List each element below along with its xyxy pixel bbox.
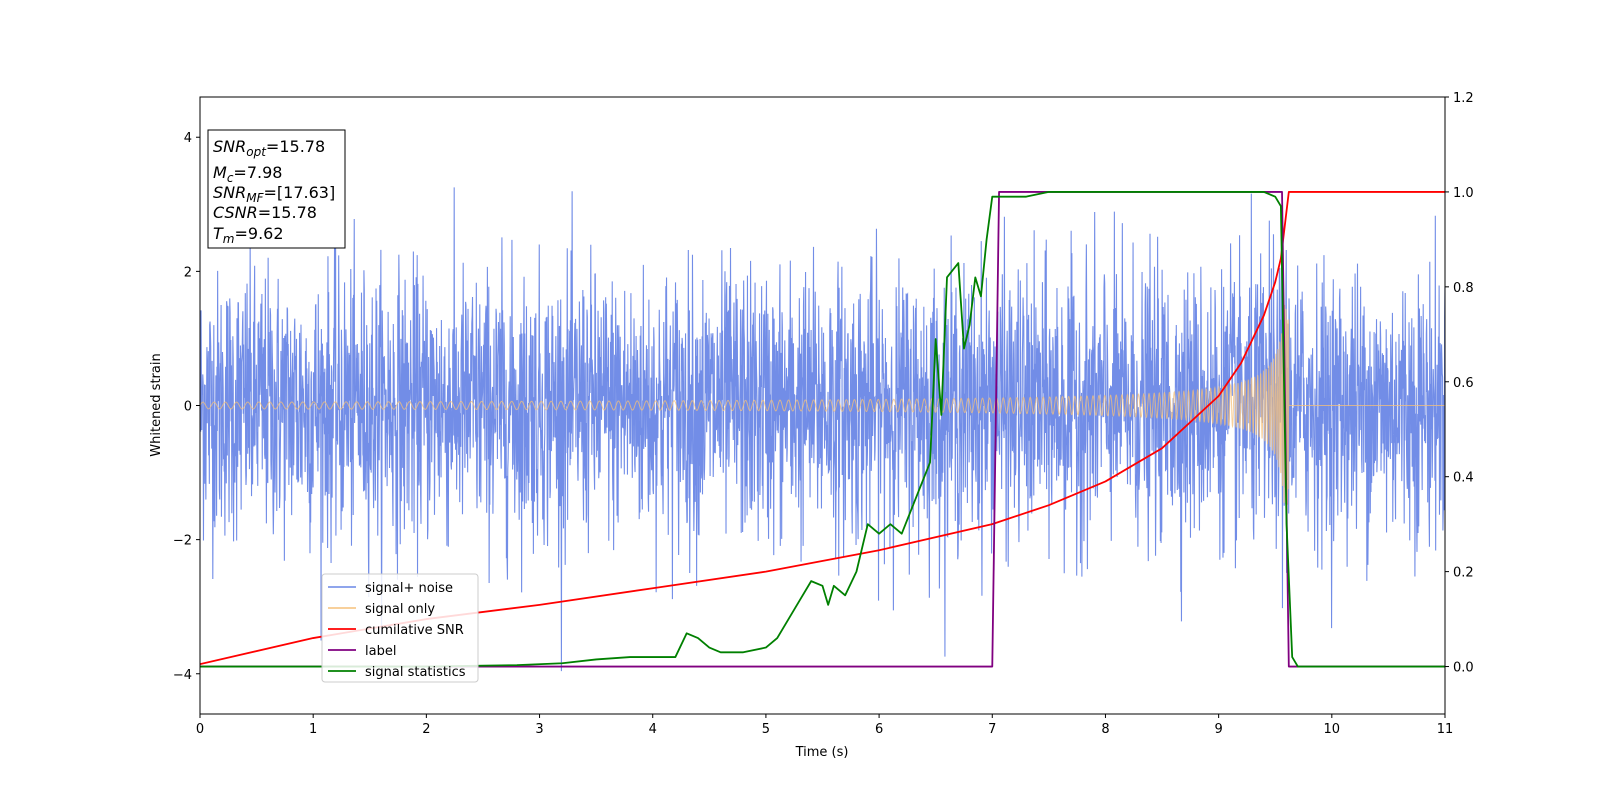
info-box: SNRopt=15.78 Mc=7.98 SNRMF=[17.63] CSNR=… [207,129,346,249]
legend-item-signal-noise: signal+ noise [328,581,453,596]
y-axis-label: Whitened strain [149,353,164,456]
x-tick-label: 4 [649,722,657,737]
info-snr-opt: SNRopt=15.78 [213,137,325,159]
x-tick-label: 10 [1324,722,1341,737]
info-mc: Mc=7.98 [213,163,282,185]
legend-frame [321,573,479,683]
legend-item-cumulative-snr: cumilative SNR [328,623,464,638]
x-axis-label: Time (s) [795,745,849,760]
y-tick-label-right: 0.4 [1453,471,1474,486]
x-tick-label: 7 [988,722,996,737]
y-axis-left: −4 −2 0 2 4 [173,131,200,683]
y-tick-label-right: 0.2 [1453,566,1474,581]
legend: signal+ noise signal only cumilative SNR la… [321,573,479,683]
y-tick-label-right: 0.8 [1453,281,1474,296]
series-cumulative-snr [200,191,1445,666]
legend-label: cumilative SNR [365,623,464,638]
y-tick-label-left: −4 [173,668,192,683]
y-tick-label-right: 1.0 [1453,186,1474,201]
legend-item-label: label [328,644,396,659]
x-axis: 0 1 2 3 4 5 6 7 8 9 10 11 [196,714,1453,737]
series-signal-noise [200,187,1445,672]
series-signal-only [200,304,1445,505]
y-tick-label-right: 0.0 [1453,661,1474,676]
legend-label: signal statistics [365,665,466,680]
y-tick-label-left: −2 [173,534,192,549]
x-tick-label: 6 [875,722,883,737]
x-tick-label: 0 [196,722,204,737]
info-csnr: CSNR=15.78 [213,203,317,222]
legend-label: label [365,644,396,659]
y-tick-label-left: 0 [184,400,192,415]
x-tick-label: 8 [1101,722,1109,737]
info-box-frame [207,129,346,249]
legend-label: signal+ noise [365,581,453,596]
info-tm: Tm=9.62 [213,224,284,246]
series-layer [200,187,1445,672]
x-tick-label: 3 [535,722,543,737]
x-tick-label: 11 [1437,722,1454,737]
y-tick-label-left: 4 [184,131,192,146]
y-tick-label-right: 1.2 [1453,91,1474,106]
y-tick-label-right: 0.6 [1453,376,1474,391]
x-tick-label: 5 [762,722,770,737]
y-tick-label-left: 2 [184,265,192,280]
legend-item-signal-statistics: signal statistics [328,665,466,680]
legend-label: signal only [365,602,435,617]
y-axis-right: 0.0 0.2 0.4 0.6 0.8 1.0 1.2 [1445,91,1474,676]
info-snr-mf: SNRMF=[17.63] [213,183,335,205]
x-tick-label: 9 [1214,722,1222,737]
legend-item-signal-only: signal only [328,602,435,617]
x-tick-label: 2 [422,722,430,737]
x-tick-label: 1 [309,722,317,737]
series-signal-statistics [200,191,1445,668]
